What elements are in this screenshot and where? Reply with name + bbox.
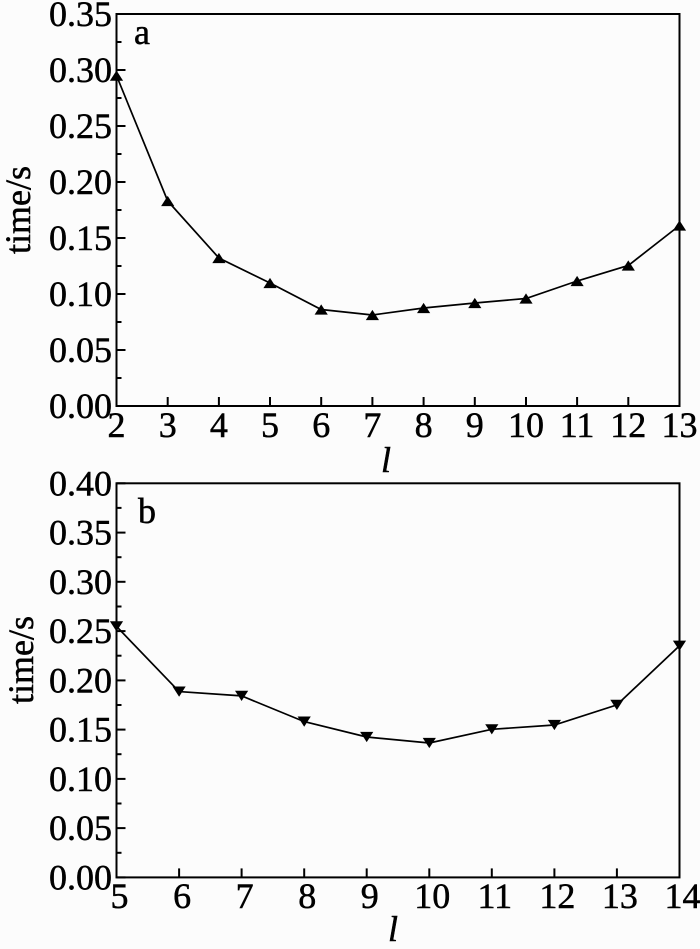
svg-text:0.20: 0.20: [49, 660, 112, 700]
svg-text:time/s: time/s: [1, 616, 41, 704]
svg-text:9: 9: [361, 876, 379, 916]
svg-text:11: 11: [560, 405, 595, 445]
svg-text:11: 11: [477, 876, 512, 916]
svg-text:7: 7: [236, 876, 254, 916]
svg-text:0.00: 0.00: [49, 857, 112, 897]
svg-text:14: 14: [665, 876, 700, 916]
svg-text:13: 13: [602, 876, 638, 916]
svg-text:0.05: 0.05: [49, 808, 112, 848]
svg-text:13: 13: [662, 405, 698, 445]
svg-text:0.35: 0.35: [49, 513, 112, 553]
svg-text:0.30: 0.30: [49, 562, 112, 602]
svg-text:4: 4: [210, 405, 228, 445]
svg-text:2: 2: [108, 405, 126, 445]
svg-text:12: 12: [539, 876, 575, 916]
svg-text:0.25: 0.25: [49, 106, 112, 146]
svg-text:l: l: [388, 909, 398, 944]
svg-text:5: 5: [111, 876, 129, 916]
svg-text:7: 7: [363, 405, 381, 445]
svg-text:0.35: 0.35: [49, 0, 112, 34]
svg-text:10: 10: [508, 405, 544, 445]
svg-text:0.15: 0.15: [49, 218, 112, 258]
svg-text:6: 6: [312, 405, 330, 445]
svg-text:0.20: 0.20: [49, 162, 112, 202]
svg-text:8: 8: [298, 876, 316, 916]
svg-text:0.10: 0.10: [49, 274, 112, 314]
svg-text:0.10: 0.10: [49, 759, 112, 799]
svg-text:0.30: 0.30: [49, 50, 112, 90]
svg-text:a: a: [134, 12, 150, 52]
svg-text:0.15: 0.15: [49, 710, 112, 750]
svg-text:9: 9: [466, 405, 484, 445]
svg-text:12: 12: [610, 405, 646, 445]
svg-text:0.00: 0.00: [49, 386, 112, 426]
svg-text:b: b: [138, 491, 156, 531]
svg-text:0.40: 0.40: [49, 463, 112, 503]
svg-text:time/s: time/s: [0, 166, 38, 254]
svg-text:0.25: 0.25: [49, 611, 112, 651]
svg-text:8: 8: [415, 405, 433, 445]
svg-text:3: 3: [159, 405, 177, 445]
svg-text:5: 5: [261, 405, 279, 445]
svg-text:10: 10: [414, 876, 450, 916]
svg-text:0.05: 0.05: [49, 330, 112, 370]
svg-text:l: l: [381, 440, 391, 480]
svg-text:6: 6: [173, 876, 191, 916]
